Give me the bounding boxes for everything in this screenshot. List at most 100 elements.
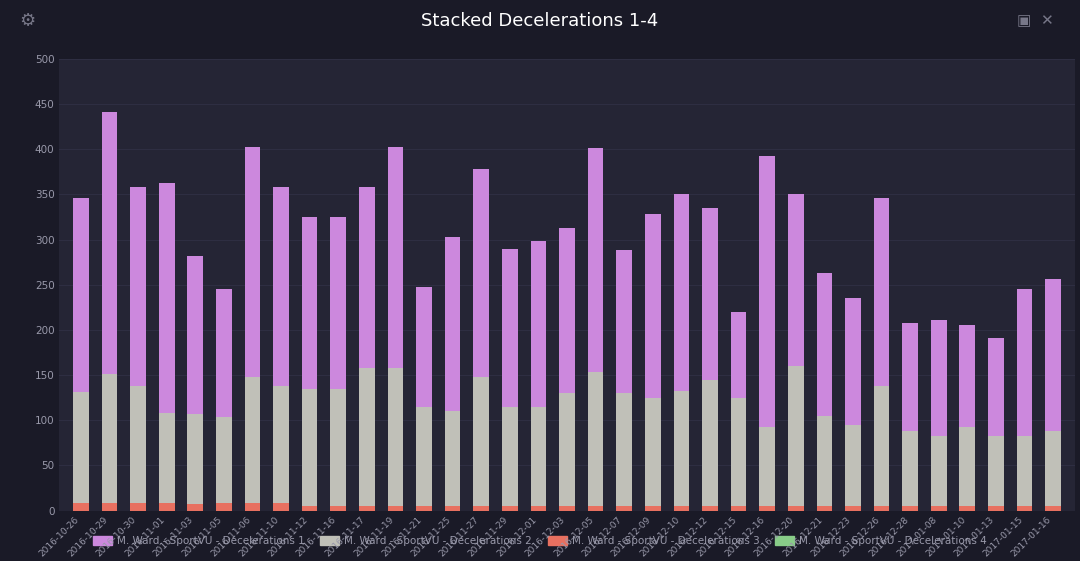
Bar [416,506,432,511]
Bar [102,374,118,503]
Bar [931,506,947,511]
Bar [1045,279,1061,431]
Text: ⚙: ⚙ [19,12,36,30]
Bar [445,411,460,506]
Bar [931,320,947,435]
Bar [187,504,203,511]
Bar [273,386,288,503]
Bar [731,506,746,511]
Bar [788,366,804,506]
Bar [1016,289,1032,435]
Bar [159,503,175,511]
Bar [359,187,375,368]
Bar [874,506,890,511]
Bar [1016,506,1032,511]
Bar [445,506,460,511]
Bar [788,506,804,511]
Bar [617,250,632,393]
Bar [816,506,833,511]
Bar [588,148,604,373]
Bar [530,407,546,506]
Legend: M. Ward - SportVU - Decelerations 1, M. Ward - SportVU - Decelerations 2, M. War: M. Ward - SportVU - Decelerations 1, M. … [89,532,991,550]
Bar [530,506,546,511]
Bar [187,256,203,414]
Bar [874,198,890,386]
Bar [559,228,575,393]
Bar [674,391,689,506]
Bar [702,506,718,511]
Bar [731,398,746,506]
Bar [674,194,689,391]
Bar [788,195,804,366]
Bar [73,198,89,392]
Bar [73,503,89,511]
Bar [473,506,489,511]
Bar [473,377,489,506]
Bar [301,389,318,506]
Bar [216,503,232,511]
Bar [416,407,432,506]
Bar [102,503,118,511]
Bar [131,386,146,503]
Bar [1045,506,1061,511]
Bar [445,237,460,411]
Bar [187,414,203,504]
Bar [388,146,403,368]
Bar [273,187,288,386]
Bar [874,386,890,506]
Bar [702,208,718,380]
Bar [759,426,775,506]
Bar [702,380,718,506]
Text: ✕: ✕ [1040,13,1053,29]
Bar [102,112,118,374]
Bar [645,214,661,398]
Bar [645,506,661,511]
Bar [617,506,632,511]
Bar [559,506,575,511]
Bar [216,289,232,417]
Bar [330,389,346,506]
Bar [588,506,604,511]
Bar [988,435,1003,506]
Bar [131,503,146,511]
Bar [330,506,346,511]
Bar [846,425,861,506]
Bar [931,435,947,506]
Bar [131,187,146,386]
Bar [330,217,346,389]
Bar [988,338,1003,435]
Bar [902,323,918,431]
Bar [759,155,775,426]
Bar [502,249,517,407]
Bar [816,273,833,416]
Bar [244,146,260,377]
Bar [731,312,746,398]
Bar [588,373,604,506]
Bar [1016,435,1032,506]
Bar [530,241,546,407]
Bar [816,416,833,506]
Bar [846,506,861,511]
Bar [388,506,403,511]
Bar [216,417,232,503]
Bar [159,413,175,503]
Bar [902,506,918,511]
Bar [273,503,288,511]
Bar [416,287,432,407]
Text: ▣: ▣ [1017,13,1031,29]
Bar [244,377,260,503]
Bar [846,298,861,425]
Bar [645,398,661,506]
Bar [988,506,1003,511]
Bar [359,368,375,506]
Bar [301,217,318,389]
Bar [502,506,517,511]
Bar [959,506,975,511]
Bar [73,392,89,503]
Bar [388,368,403,506]
Bar [502,407,517,506]
Bar [473,169,489,377]
Bar [301,506,318,511]
Bar [359,506,375,511]
Bar [617,393,632,506]
